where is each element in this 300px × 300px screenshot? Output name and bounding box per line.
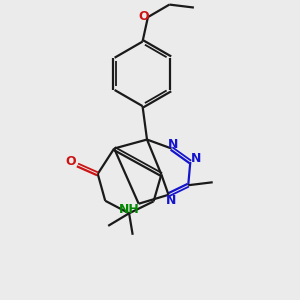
Text: N: N [168,137,178,151]
Text: O: O [66,155,76,168]
Text: O: O [139,10,149,23]
Text: NH: NH [119,202,140,216]
Text: N: N [190,152,201,165]
Text: N: N [166,194,177,207]
